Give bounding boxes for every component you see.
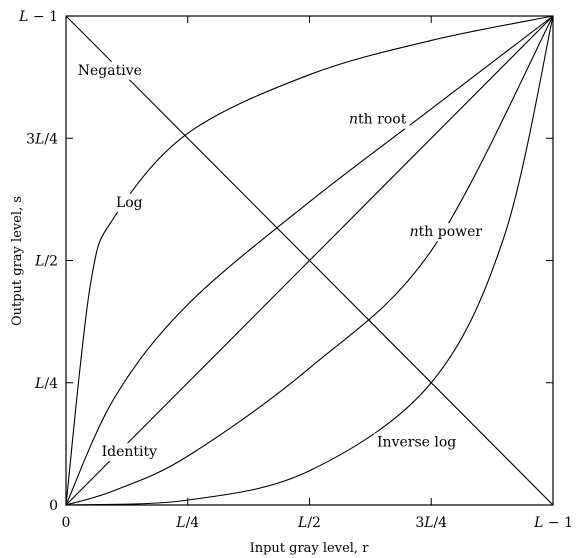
- x-tick-label: 3L/4: [415, 515, 447, 531]
- nth-root-label: nth root: [349, 112, 407, 128]
- log-label: Log: [116, 195, 143, 211]
- y-axis-title: Output gray level, s: [10, 196, 25, 326]
- x-tick-label: L − 1: [533, 515, 573, 531]
- identity-curve: [65, 15, 554, 506]
- nth-power-label: nth power: [410, 224, 483, 240]
- identity-label-background: [98, 443, 161, 462]
- x-tick-label: L/2: [297, 515, 321, 531]
- tick-labels: 0 L/4 L/2 3L/4 L − 1 0 L/4 L/2 3L/4 L − 1: [18, 9, 573, 531]
- curve-labels: Negative Log nth root Identity nth power Inve…: [74, 61, 486, 462]
- y-tick-label: L/2: [34, 254, 58, 270]
- inverse-log-label: Inverse log: [377, 434, 456, 450]
- x-axis-title: Input gray level, r: [250, 541, 370, 556]
- log-curve: [65, 15, 554, 506]
- negative-label: Negative: [78, 63, 142, 79]
- log-label-background: [112, 193, 146, 212]
- y-tick-label: L/4: [34, 376, 58, 392]
- y-tick-label: 0: [49, 498, 58, 514]
- inverse-log-curve: [65, 15, 554, 506]
- x-tick-label: 0: [62, 515, 71, 531]
- curves: [65, 15, 554, 506]
- negative-label-background: [74, 61, 145, 80]
- nth-power-curve: [65, 15, 554, 506]
- nth-root-label-background: [346, 110, 410, 129]
- y-tick-label: L − 1: [18, 9, 58, 25]
- y-tick-label: 3L/4: [26, 131, 58, 147]
- x-tick-label: L/4: [175, 515, 199, 531]
- inverse-log-label-background: [374, 433, 460, 452]
- nth-root-curve: [65, 15, 554, 506]
- nth-power-label-background: [406, 223, 486, 242]
- axis-ticks: [65, 15, 554, 506]
- identity-label: Identity: [102, 444, 158, 460]
